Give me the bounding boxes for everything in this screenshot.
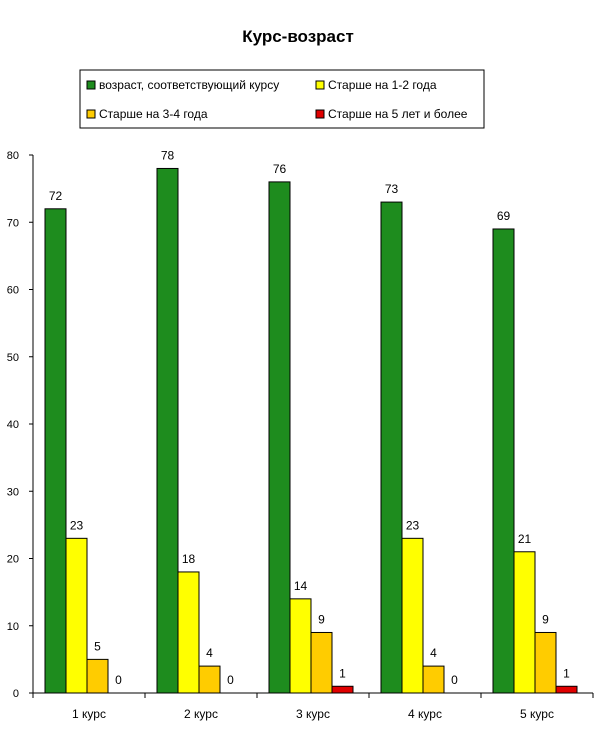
legend-label: возраст, соответствующий курсу: [99, 78, 279, 92]
x-tick-label: 2 курс: [184, 707, 218, 721]
data-label: 72: [49, 189, 63, 203]
data-label: 9: [542, 612, 549, 626]
bar: [198, 665, 221, 694]
legend-label: Старше на 1-2 года: [328, 78, 437, 92]
bar: [44, 208, 67, 694]
legend-swatch: [315, 109, 325, 119]
legend-label: Старше на 3-4 года: [99, 107, 208, 121]
data-label: 4: [206, 646, 213, 660]
bar: [86, 658, 109, 694]
data-label: 14: [294, 579, 308, 593]
x-tick-label: 1 курс: [72, 707, 106, 721]
data-label: 4: [430, 646, 437, 660]
legend: возраст, соответствующий курсу Старше на…: [79, 69, 485, 129]
y-tick-label: 10: [7, 621, 19, 633]
data-label: 0: [227, 673, 234, 687]
legend-swatch: [315, 80, 325, 90]
data-label: 73: [385, 182, 399, 196]
data-label: 21: [518, 532, 532, 546]
bar: [422, 665, 445, 694]
data-label: 5: [94, 639, 101, 653]
data-label: 78: [161, 148, 175, 162]
chart-title: Курс-возраст: [242, 27, 354, 46]
data-label: 1: [339, 666, 346, 680]
y-tick-label: 20: [7, 554, 19, 566]
bar: [492, 228, 515, 694]
bar: [310, 631, 333, 694]
data-label: 23: [406, 518, 420, 532]
bar: [401, 537, 424, 694]
data-label: 0: [451, 673, 458, 687]
y-tick-label: 60: [7, 285, 19, 297]
data-label: 0: [115, 673, 122, 687]
y-tick-label: 0: [13, 688, 19, 700]
legend-swatch: [86, 80, 96, 90]
y-tick-label: 70: [7, 217, 19, 229]
y-tick-label: 30: [7, 486, 19, 498]
data-label: 9: [318, 612, 325, 626]
bar: [380, 201, 403, 694]
bar: [177, 571, 200, 694]
x-tick-label: 5 курс: [520, 707, 554, 721]
bar: [268, 181, 291, 694]
y-tick-label: 80: [7, 150, 19, 162]
legend-label: Старше на 5 лет и более: [328, 107, 468, 121]
data-label: 1: [563, 666, 570, 680]
data-label: 69: [497, 209, 511, 223]
bar: [513, 551, 536, 694]
y-tick-label: 50: [7, 352, 19, 364]
bar: [555, 685, 578, 694]
x-tick-label: 4 курс: [408, 707, 442, 721]
bar: [331, 685, 354, 694]
bar: [156, 167, 179, 694]
bar: [65, 537, 88, 694]
data-label: 18: [182, 552, 196, 566]
bar: [289, 598, 312, 694]
data-label: 76: [273, 162, 287, 176]
bar: [534, 631, 557, 694]
data-label: 23: [70, 518, 84, 532]
legend-swatch: [86, 109, 96, 119]
y-tick-label: 40: [7, 419, 19, 431]
legend-box: [79, 69, 485, 129]
x-tick-label: 3 курс: [296, 707, 330, 721]
